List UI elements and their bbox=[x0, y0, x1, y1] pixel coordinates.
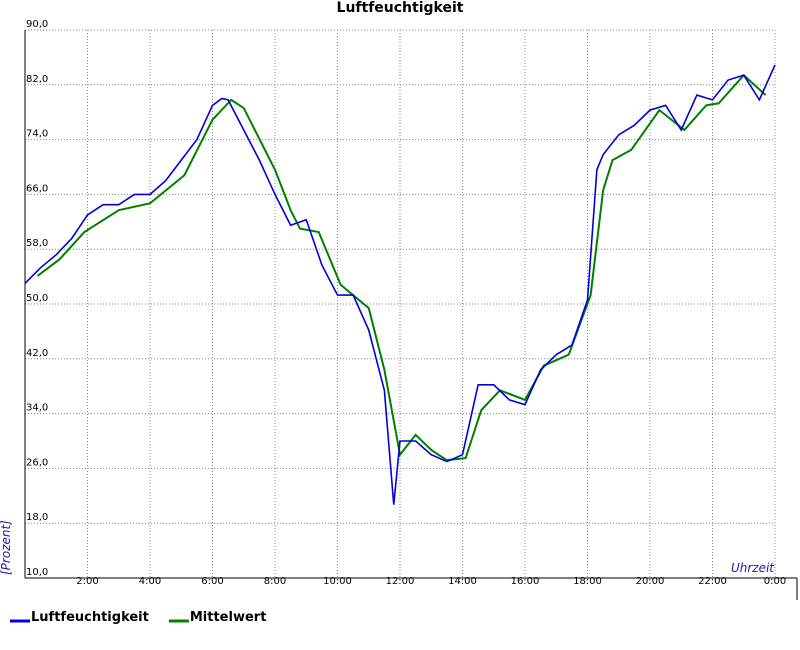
y-tick-label: 74,0 bbox=[26, 129, 48, 140]
x-tick-label: 18:00 bbox=[573, 576, 602, 587]
y-tick-label: 90,0 bbox=[26, 19, 48, 30]
y-tick-label: 42,0 bbox=[26, 348, 48, 359]
x-tick-label: 2:00 bbox=[76, 576, 98, 587]
y-axis-label: [Prozent] bbox=[0, 520, 13, 575]
x-tick-label: 14:00 bbox=[448, 576, 477, 587]
y-tick-label: 58,0 bbox=[26, 238, 48, 249]
x-tick-label: 4:00 bbox=[139, 576, 161, 587]
y-tick-label: 66,0 bbox=[26, 183, 48, 194]
data-line bbox=[24, 64, 776, 505]
x-tick-label: 20:00 bbox=[636, 576, 665, 587]
y-tick-label: 50,0 bbox=[26, 293, 48, 304]
data-line bbox=[36, 73, 767, 462]
legend-label: Mittelwert bbox=[190, 610, 267, 625]
legend-label: Luftfeuchtigkeit bbox=[31, 610, 149, 625]
y-tick-label: 26,0 bbox=[26, 457, 48, 468]
x-axis-label: Uhrzeit bbox=[731, 561, 775, 575]
chart-title: Luftfeuchtigkeit bbox=[337, 0, 464, 16]
y-tick-label: 82,0 bbox=[26, 74, 48, 85]
y-tick-label: 18,0 bbox=[26, 512, 48, 523]
y-tick-label: 10,0 bbox=[26, 567, 48, 578]
x-tick-label: 8:00 bbox=[264, 576, 286, 587]
x-tick-label: 22:00 bbox=[698, 576, 727, 587]
x-tick-label: 16:00 bbox=[511, 576, 540, 587]
x-tick-label: 10:00 bbox=[323, 576, 352, 587]
x-tick-label: 6:00 bbox=[201, 576, 223, 587]
y-tick-label: 34,0 bbox=[26, 403, 48, 414]
x-tick-label: 12:00 bbox=[386, 576, 415, 587]
x-tick-label: 0:00 bbox=[764, 576, 786, 587]
